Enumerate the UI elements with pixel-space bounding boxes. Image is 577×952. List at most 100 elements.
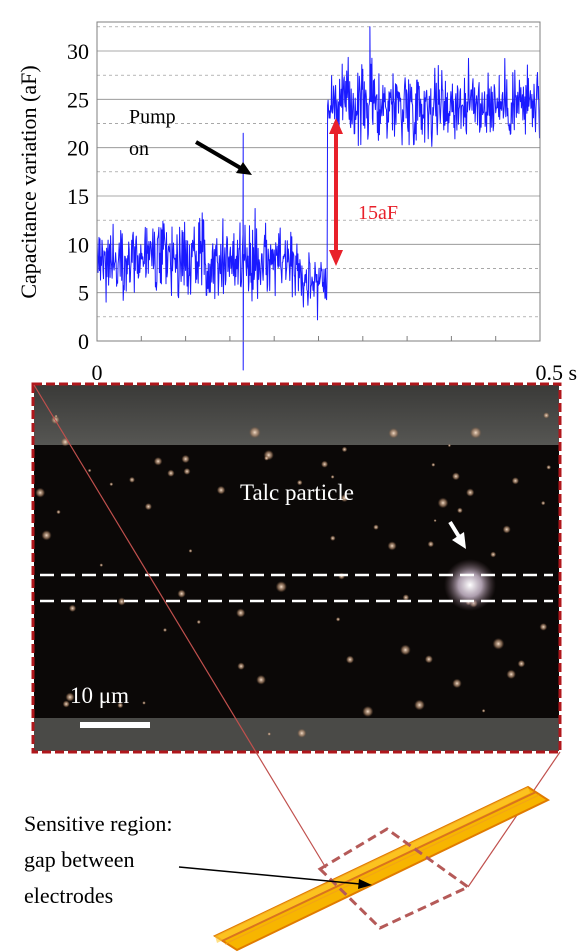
particle-dot (117, 597, 126, 606)
caption-arrow (178, 866, 372, 889)
particle-dot (414, 699, 425, 711)
y-tick-label: 30 (67, 39, 89, 64)
grid (97, 26, 540, 318)
particle-label: Talc particle (240, 480, 354, 505)
particle-dot (142, 701, 146, 705)
particle-dot (68, 604, 77, 612)
particle-dot (264, 455, 269, 461)
particle-dot (387, 541, 397, 551)
particle-dot (144, 503, 152, 511)
particle-dot (402, 594, 410, 601)
y-tick-label: 25 (67, 87, 89, 112)
particle-dot (469, 426, 482, 439)
plot-frame (96, 21, 541, 342)
particle-dot (297, 728, 307, 738)
particle-dot (541, 500, 546, 506)
y-tick-label: 10 (67, 232, 89, 257)
particle-dot (196, 619, 201, 625)
scale-bar (80, 722, 150, 728)
particle-dot (466, 488, 475, 497)
particle-dot (248, 426, 261, 439)
x-ticks (140, 336, 497, 341)
x-tick-label-end: 0.5 s (535, 360, 577, 385)
particle-dot (388, 427, 399, 439)
particle-dot (373, 524, 379, 530)
particle-dot (431, 462, 436, 467)
particle-dot (167, 469, 175, 477)
particle-dot (362, 705, 374, 718)
plot-area (97, 22, 540, 341)
pump-label-line2: on (129, 138, 149, 160)
particle-dot (424, 655, 433, 664)
particle-dot (296, 479, 303, 486)
particle-dot (433, 519, 437, 523)
y-ticks: 0 5 10 15 20 25 30 (67, 39, 89, 354)
particle-dot (539, 623, 548, 631)
particle-dot (236, 608, 246, 618)
particle-dot (275, 581, 287, 593)
particle-dot (62, 700, 70, 708)
pump-arrow (194, 140, 252, 175)
particle-dot (451, 472, 460, 481)
particle-dot (400, 644, 411, 656)
particle-dot (109, 482, 114, 487)
pump-label-line1: Pump (129, 106, 176, 128)
particle-dot (340, 494, 349, 503)
step-double-arrow (329, 118, 343, 266)
particle-dot (490, 551, 497, 558)
particle-dot (321, 460, 329, 468)
particle-dot (65, 692, 75, 702)
particle-dot (153, 457, 163, 466)
x-tick-label-start: 0 (92, 360, 103, 385)
particle-dot (341, 446, 348, 453)
particle-dot (267, 732, 272, 736)
particle-dot (330, 475, 335, 479)
micrograph: Talc particle 10 μm (31, 382, 562, 754)
particle-arrow (448, 520, 466, 549)
particle-dot (452, 678, 462, 689)
y-tick-label: 20 (67, 136, 89, 161)
scale-bar-label: 10 μm (70, 683, 129, 708)
particle-dot (256, 674, 266, 685)
particle-field (35, 412, 552, 738)
particle-dot (502, 525, 511, 534)
particle-dot (335, 617, 341, 622)
particle-dot (427, 540, 434, 548)
sensitive-region-box (317, 827, 471, 930)
particle-dot (506, 669, 516, 680)
particle-dot (511, 477, 520, 485)
particle-dot (437, 497, 449, 509)
caption-line3: electrodes (24, 883, 113, 908)
particle-dot (457, 507, 463, 514)
particle-dot (117, 702, 124, 709)
particle-dot (129, 476, 135, 483)
particle-dot (216, 485, 226, 495)
particle-dot (237, 662, 245, 670)
particle-dot (517, 659, 526, 668)
caption-line1: Sensitive region: (24, 811, 172, 836)
particle-dot (188, 549, 193, 553)
particle-dot (447, 443, 451, 448)
particle-dot (330, 535, 336, 541)
particle-dot (181, 454, 190, 464)
particle-dot (54, 414, 58, 418)
particle-dot (546, 464, 552, 470)
particle-dot (183, 467, 191, 475)
particle-dot (41, 530, 52, 541)
particle-dot (481, 709, 486, 713)
particle-dot (35, 487, 46, 498)
electrode-strip (212, 785, 551, 952)
particle-dot (163, 628, 167, 632)
signal-line (96, 26, 541, 371)
y-tick-label: 5 (78, 281, 89, 306)
electrode-schematic: Sensitive region: gap between electrodes (24, 785, 551, 952)
particle-dot (543, 412, 550, 419)
particle-dot (99, 563, 104, 567)
y-axis-label: Capacitance variation (aF) (16, 65, 41, 298)
electrode-gap-line (221, 791, 537, 942)
particle-dot (345, 655, 355, 664)
micrograph-border (31, 382, 562, 754)
particle-dot (492, 637, 505, 650)
